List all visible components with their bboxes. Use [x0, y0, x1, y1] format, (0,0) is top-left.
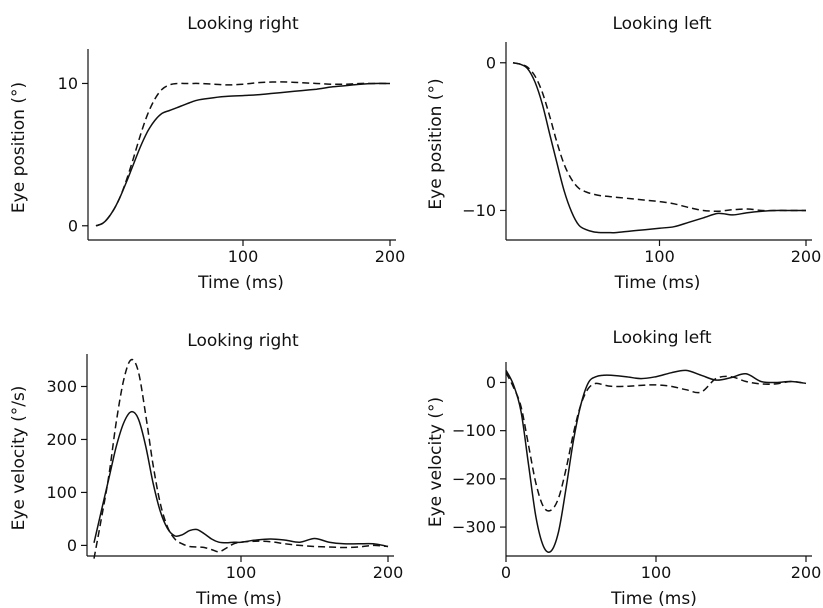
series-line-dashed — [512, 62, 806, 212]
series-line-solid — [505, 369, 807, 553]
y-axis-label: Eye velocity (°) — [426, 397, 446, 527]
y-tick-label: 0 — [68, 216, 78, 235]
y-tick-label: −300 — [452, 518, 496, 537]
panel-title: Looking left — [612, 328, 711, 348]
panel-title: Looking left — [612, 14, 711, 34]
y-tick-label: 200 — [46, 430, 77, 449]
x-axis-label: Time (ms) — [610, 589, 697, 608]
series-line-dashed — [93, 358, 389, 559]
series-line-solid — [93, 410, 389, 548]
x-axis-label: Time (ms) — [195, 589, 282, 608]
x-axis-label: Time (ms) — [614, 273, 701, 293]
x-tick-label: 200 — [375, 247, 406, 266]
panel-looking-right-position: Looking right 0 10 100 200 Time (ms) Eye posit… — [9, 14, 405, 293]
series-line-dashed — [95, 81, 390, 227]
y-tick-label: 100 — [46, 483, 77, 502]
x-tick-label: 100 — [644, 247, 675, 266]
x-tick-label: 100 — [641, 563, 672, 582]
y-tick-label: 10 — [58, 74, 78, 93]
y-tick-label: −10 — [462, 201, 496, 220]
panel-title: Looking right — [187, 331, 299, 351]
y-axis-label: Eye velocity (°/s) — [9, 386, 29, 531]
series-line-solid — [512, 62, 806, 234]
panel-looking-right-velocity: Looking right 0 100 200 300 100 200 Time (ms) Ey… — [9, 331, 403, 608]
x-tick-label: 200 — [373, 563, 404, 582]
x-tick-label: 0 — [501, 563, 511, 582]
y-axis-label: Eye position (°) — [426, 78, 446, 209]
panel-looking-left-velocity: Looking left −300 −200 −100 0 0 100 200 Time (ms… — [426, 328, 821, 608]
series-line-solid — [95, 82, 391, 227]
x-tick-label: 100 — [226, 563, 257, 582]
y-tick-label: 0 — [486, 53, 496, 72]
y-tick-label: 0 — [486, 373, 496, 392]
y-tick-label: −200 — [452, 469, 496, 488]
y-tick-label: 300 — [46, 377, 77, 396]
x-tick-label: 100 — [228, 247, 259, 266]
y-tick-label: 0 — [67, 536, 77, 555]
y-tick-label: −100 — [452, 421, 496, 440]
series-line-dashed — [505, 372, 807, 512]
y-axis-label: Eye position (°) — [9, 82, 29, 213]
x-tick-label: 200 — [791, 247, 822, 266]
panel-title: Looking right — [187, 14, 299, 34]
x-axis-label: Time (ms) — [197, 273, 284, 293]
x-tick-label: 200 — [791, 563, 822, 582]
panel-looking-left-position: Looking left −10 0 100 200 Time (ms) Eye posit… — [426, 14, 821, 293]
